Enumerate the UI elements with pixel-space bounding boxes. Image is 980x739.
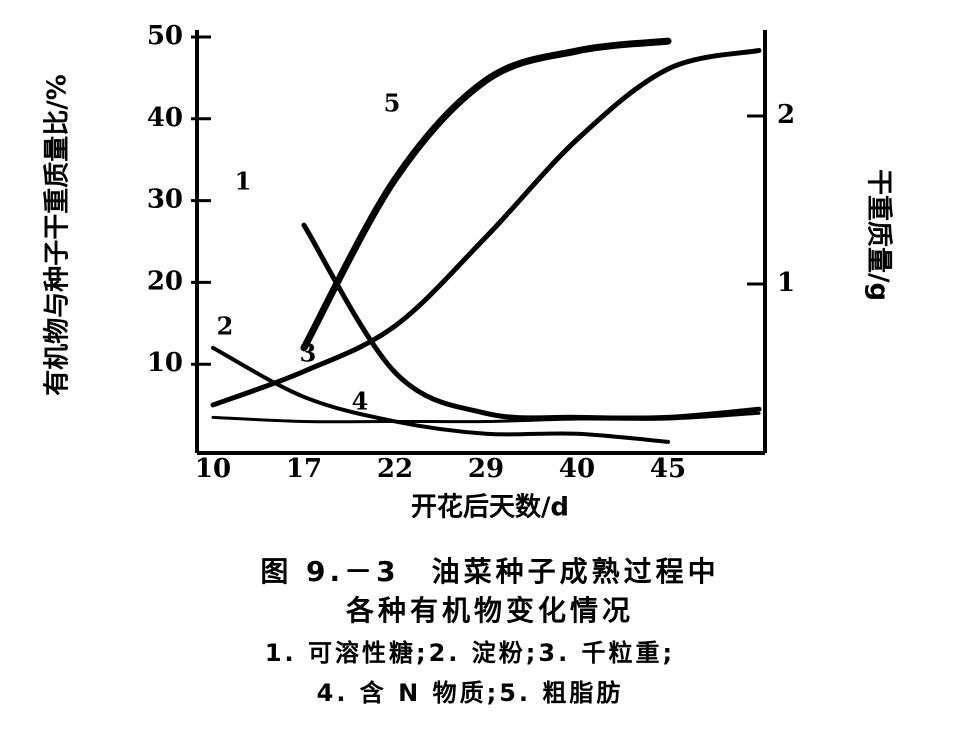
line-series xyxy=(211,345,670,444)
x-tick-label: 29 xyxy=(468,454,504,484)
series-label: 5 xyxy=(384,89,401,118)
caption-line: 图 9.－3 油菜种子成熟过程中 xyxy=(260,555,719,588)
y2-tick-label: 2 xyxy=(777,100,795,130)
x-axis-title: 开花后天数/d xyxy=(411,493,569,523)
y-axis-title: 有机物与种子干重质量比/% xyxy=(43,74,73,396)
y-tick-label: 30 xyxy=(147,185,183,215)
y-tick-label: 50 xyxy=(147,21,183,51)
y-tick-label: 40 xyxy=(147,103,183,133)
x-tick-label: 10 xyxy=(195,454,231,484)
line-series xyxy=(211,411,761,424)
line-series xyxy=(300,37,672,352)
line-series xyxy=(301,222,762,421)
x-tick-label: 22 xyxy=(377,454,413,484)
y-tick-label: 20 xyxy=(147,266,183,296)
x-tick-label: 40 xyxy=(559,454,595,484)
x-tick-label: 17 xyxy=(286,454,322,484)
caption-line: 1. 可溶性糖;2. 淀粉;3. 千粒重; xyxy=(265,639,675,667)
caption-line: 各种有机物变化情况 xyxy=(345,594,634,627)
y-tick-label: 10 xyxy=(147,348,183,378)
series-label: 4 xyxy=(352,387,369,416)
series-label: 2 xyxy=(217,312,234,341)
line-series xyxy=(210,47,762,408)
y2-axis-title: 干重质量/g xyxy=(864,169,894,301)
series-label: 1 xyxy=(235,167,252,196)
x-tick-label: 45 xyxy=(650,454,686,484)
y2-tick-label: 1 xyxy=(777,268,795,298)
caption-line: 4. 含 N 物质;5. 粗脂肪 xyxy=(317,679,624,707)
